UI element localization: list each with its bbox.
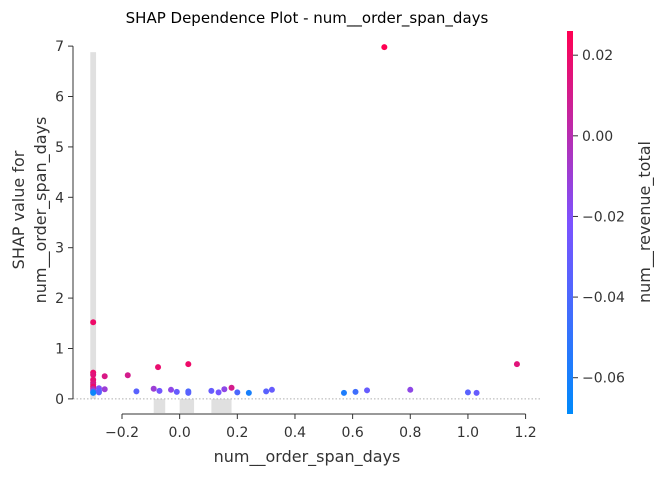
data-point — [90, 371, 97, 378]
data-point — [173, 388, 180, 395]
colorbar-tick-label: 0.02 — [582, 48, 613, 64]
y-tick-label: 3 — [55, 241, 64, 257]
histogram-bar — [153, 398, 166, 413]
x-ticks: −0.2 0.0 0.2 0.4 0.6 0.8 1.0 1.2 — [105, 414, 537, 441]
data-point — [464, 389, 471, 396]
data-point — [90, 389, 97, 396]
x-tick-label: 0.6 — [341, 425, 363, 441]
data-point — [168, 386, 175, 393]
points-layer — [90, 44, 520, 396]
x-tick-label: −0.2 — [105, 425, 139, 441]
data-point — [95, 389, 102, 396]
data-point — [208, 387, 215, 394]
y-axis-label-line-1: SHAP value for — [9, 150, 28, 269]
colorbar-tick-label: −0.02 — [582, 209, 625, 225]
histogram-bar — [211, 398, 232, 413]
x-axis-label: num__order_span_days — [214, 447, 401, 467]
colorbar-tick-label: −0.06 — [582, 371, 625, 387]
data-point — [150, 385, 157, 392]
y-axis-label-line-2: num__order_span_days — [31, 117, 51, 304]
histogram-layer — [90, 52, 232, 413]
y-ticks: 0 1 2 3 4 5 6 7 — [55, 39, 73, 408]
data-point — [221, 386, 228, 393]
data-point — [215, 389, 222, 396]
data-point — [90, 319, 97, 326]
data-point — [185, 361, 192, 368]
data-point — [234, 389, 241, 396]
data-point — [263, 388, 270, 395]
x-tick-label: 1.0 — [457, 425, 479, 441]
y-tick-label: 7 — [55, 39, 64, 55]
y-tick-label: 2 — [55, 291, 64, 307]
data-point — [340, 389, 347, 396]
data-point — [101, 386, 108, 393]
colorbar-tick-label: −0.04 — [582, 290, 625, 306]
x-tick-label: 0.8 — [399, 425, 421, 441]
data-point — [473, 389, 480, 396]
y-tick-label: 6 — [55, 90, 64, 106]
data-point — [185, 389, 192, 396]
x-tick-label: 0.0 — [169, 425, 191, 441]
y-tick-label: 4 — [55, 190, 64, 206]
x-tick-label: 0.4 — [284, 425, 306, 441]
data-point — [156, 387, 163, 394]
histogram-bar — [90, 52, 97, 399]
data-point — [381, 44, 388, 51]
data-point — [155, 364, 162, 371]
x-tick-label: 1.2 — [514, 425, 536, 441]
x-tick-label: 0.2 — [226, 425, 248, 441]
data-point — [133, 388, 140, 395]
colorbar-label: num__revenue_total — [635, 141, 655, 303]
histogram-bar — [179, 398, 195, 413]
data-point — [513, 361, 520, 368]
data-point — [228, 384, 235, 391]
data-point — [364, 387, 371, 394]
y-tick-label: 5 — [55, 140, 64, 156]
chart-title: SHAP Dependence Plot - num__order_span_d… — [126, 9, 489, 28]
colorbar — [567, 31, 573, 414]
y-tick-label: 0 — [55, 392, 64, 408]
data-point — [101, 373, 108, 380]
colorbar-ticks: 0.02 0.00 −0.02 −0.04 −0.06 — [573, 48, 625, 387]
y-tick-label: 1 — [55, 341, 64, 357]
data-point — [352, 388, 359, 395]
data-point — [124, 372, 131, 379]
data-point — [407, 386, 414, 393]
data-point — [268, 386, 275, 393]
data-point — [245, 389, 252, 396]
colorbar-tick-label: 0.00 — [582, 129, 613, 145]
